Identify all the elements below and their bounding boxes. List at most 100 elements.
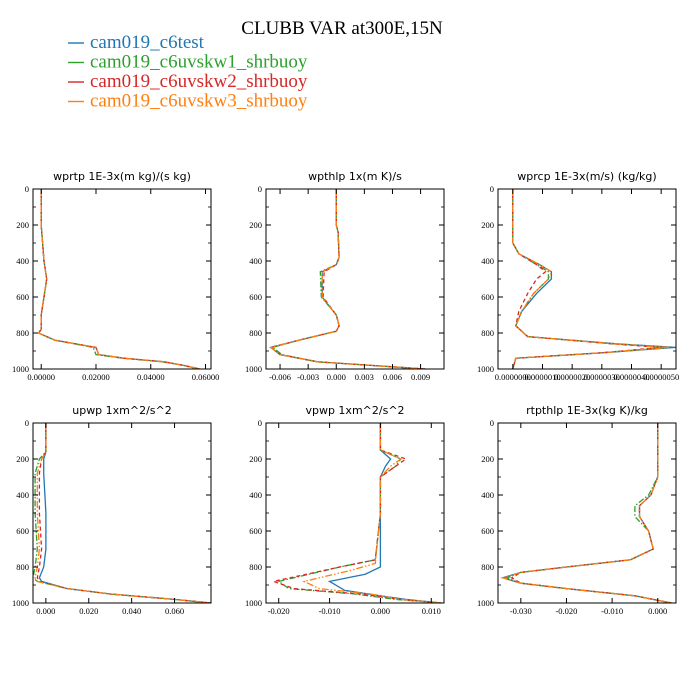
chart-panel: wpthlp 1x(m K)/s 0 200 400 600 800 1000 -0.006-…	[245, 170, 445, 382]
y-tick-label: 600	[16, 526, 29, 536]
x-tick-label: -0.030	[510, 606, 532, 616]
panel-title: rtpthlp 1E-3x(kg K)/kg	[526, 404, 648, 417]
x-tick-label: 0.0000010	[524, 372, 560, 382]
x-tick-label: 0.0000030	[584, 372, 620, 382]
series-line	[327, 423, 442, 603]
x-tick-label: 0.040	[122, 606, 141, 616]
y-tick-label: 600	[249, 526, 262, 536]
y-tick-label: 600	[481, 292, 494, 302]
x-tick-label: -0.020	[268, 606, 290, 616]
series-line	[34, 423, 211, 603]
y-tick-label: 0	[258, 184, 262, 194]
x-tick-label: 0.009	[411, 372, 430, 382]
series-line	[512, 189, 671, 369]
panels: wprtp 1E-3x(m kg)/(s kg) 0 200 400 600 800 100…	[12, 170, 679, 616]
x-tick-label: 0.06000	[192, 372, 220, 382]
y-tick-label: 0	[25, 184, 29, 194]
series-line	[512, 189, 676, 369]
y-tick-label: 200	[16, 454, 29, 464]
panel-title: upwp 1xm^2/s^2	[72, 404, 172, 417]
y-tick-label: 400	[249, 256, 262, 266]
y-tick-label: 200	[481, 220, 494, 230]
x-tick-label: 0.010	[422, 606, 441, 616]
series-line	[269, 189, 426, 369]
series-line	[271, 189, 426, 369]
y-tick-label: 0	[25, 418, 29, 428]
y-tick-label: 0	[490, 418, 494, 428]
panel-title: wprcp 1E-3x(m/s) (kg/kg)	[517, 170, 656, 183]
legend: cam019_c6testcam019_c6uvskw1_shrbuoycam0…	[68, 32, 308, 112]
x-tick-label: 0.0000020	[554, 372, 590, 382]
y-tick-label: 0	[490, 184, 494, 194]
y-tick-label: 600	[249, 292, 262, 302]
series-line	[510, 423, 672, 603]
series-line	[505, 423, 672, 603]
x-tick-label: -0.010	[601, 606, 623, 616]
y-tick-label: 1000	[477, 364, 494, 374]
y-tick-label: 400	[249, 490, 262, 500]
y-tick-label: 200	[16, 220, 29, 230]
x-tick-label: -0.010	[319, 606, 341, 616]
chart-panel: rtpthlp 1E-3x(kg K)/kg 0 200 400 600 800 1000 -…	[477, 404, 677, 616]
figure-title: CLUBB VAR at300E,15N	[241, 18, 443, 39]
chart-panel: vpwp 1xm^2/s^2 0 200 400 600 800 1000 -0.020 -0.…	[245, 404, 445, 616]
x-tick-label: 0.003	[355, 372, 374, 382]
x-tick-label: 0.0000050	[643, 372, 679, 382]
chart-panel: wprtp 1E-3x(m kg)/(s kg) 0 200 400 600 800 100…	[12, 170, 219, 382]
panel-title: wprtp 1E-3x(m kg)/(s kg)	[53, 170, 191, 183]
y-tick-label: 200	[481, 454, 494, 464]
x-tick-label: 0.02000	[82, 372, 110, 382]
chart-panel: upwp 1xm^2/s^2 0 200 400 600 800 1000 0.000 0.02…	[12, 404, 212, 616]
legend-label: cam019_c6uvskw3_shrbuoy	[90, 91, 308, 112]
x-tick-label: -0.020	[555, 606, 577, 616]
y-tick-label: 1000	[12, 364, 29, 374]
series-line	[271, 423, 442, 603]
series-line	[302, 423, 442, 603]
series-line	[33, 423, 211, 603]
y-tick-label: 800	[481, 328, 494, 338]
x-tick-label: -0.006	[269, 372, 291, 382]
y-tick-label: 400	[481, 490, 494, 500]
y-tick-label: 400	[481, 256, 494, 266]
panel-title: wpthlp 1x(m K)/s	[308, 170, 402, 183]
x-tick-label: 0.000	[648, 606, 667, 616]
y-tick-label: 1000	[245, 364, 262, 374]
series-line	[500, 423, 672, 603]
y-tick-label: 0	[258, 418, 262, 428]
x-tick-label: 0.00000	[27, 372, 55, 382]
y-tick-label: 400	[16, 256, 29, 266]
y-tick-label: 600	[16, 292, 29, 302]
x-tick-label: 0.000	[371, 606, 390, 616]
x-tick-label: 0.04000	[137, 372, 165, 382]
series-line	[37, 189, 201, 369]
y-tick-label: 200	[249, 220, 262, 230]
y-tick-label: 800	[249, 562, 262, 572]
y-tick-label: 600	[481, 526, 494, 536]
series-line	[277, 423, 442, 603]
series-line	[37, 189, 201, 369]
x-tick-label: 0.020	[79, 606, 98, 616]
series-line	[36, 423, 211, 603]
y-tick-label: 200	[249, 454, 262, 464]
y-tick-label: 1000	[245, 598, 262, 608]
legend-label: cam019_c6uvskw1_shrbuoy	[90, 52, 308, 73]
legend-label: cam019_c6uvskw2_shrbuoy	[90, 71, 308, 92]
y-tick-label: 1000	[12, 598, 29, 608]
y-tick-label: 800	[249, 328, 262, 338]
plot-frame	[32, 422, 212, 604]
plot-frame	[497, 422, 677, 604]
x-tick-label: -0.003	[297, 372, 319, 382]
plot-frame	[32, 188, 212, 370]
y-tick-label: 800	[481, 562, 494, 572]
series-line	[500, 423, 672, 603]
y-tick-label: 800	[16, 328, 29, 338]
series-line	[38, 423, 211, 603]
chart-panel: wprcp 1E-3x(m/s) (kg/kg) 0 200 400 600 800 100…	[477, 170, 679, 382]
x-tick-label: 0.006	[383, 372, 402, 382]
y-tick-label: 800	[16, 562, 29, 572]
x-tick-label: 0.000	[36, 606, 55, 616]
panel-title: vpwp 1xm^2/s^2	[305, 404, 404, 417]
y-tick-label: 1000	[477, 598, 494, 608]
x-tick-label: 0.0000000	[495, 372, 531, 382]
